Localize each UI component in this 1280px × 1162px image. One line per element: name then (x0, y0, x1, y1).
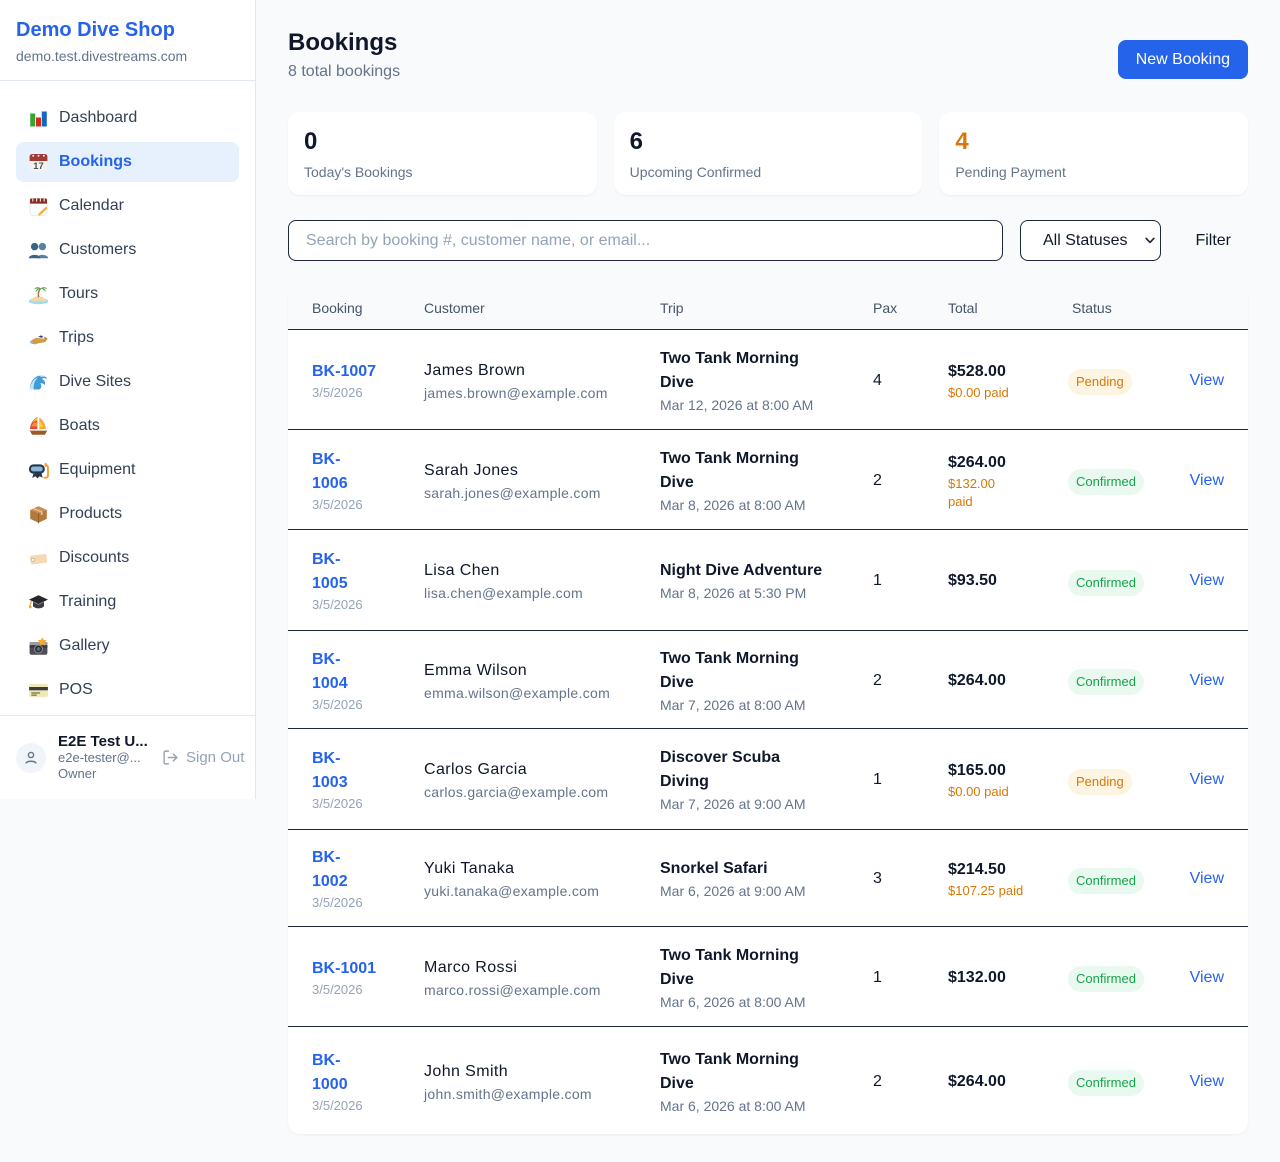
svg-text:17: 17 (33, 159, 43, 170)
